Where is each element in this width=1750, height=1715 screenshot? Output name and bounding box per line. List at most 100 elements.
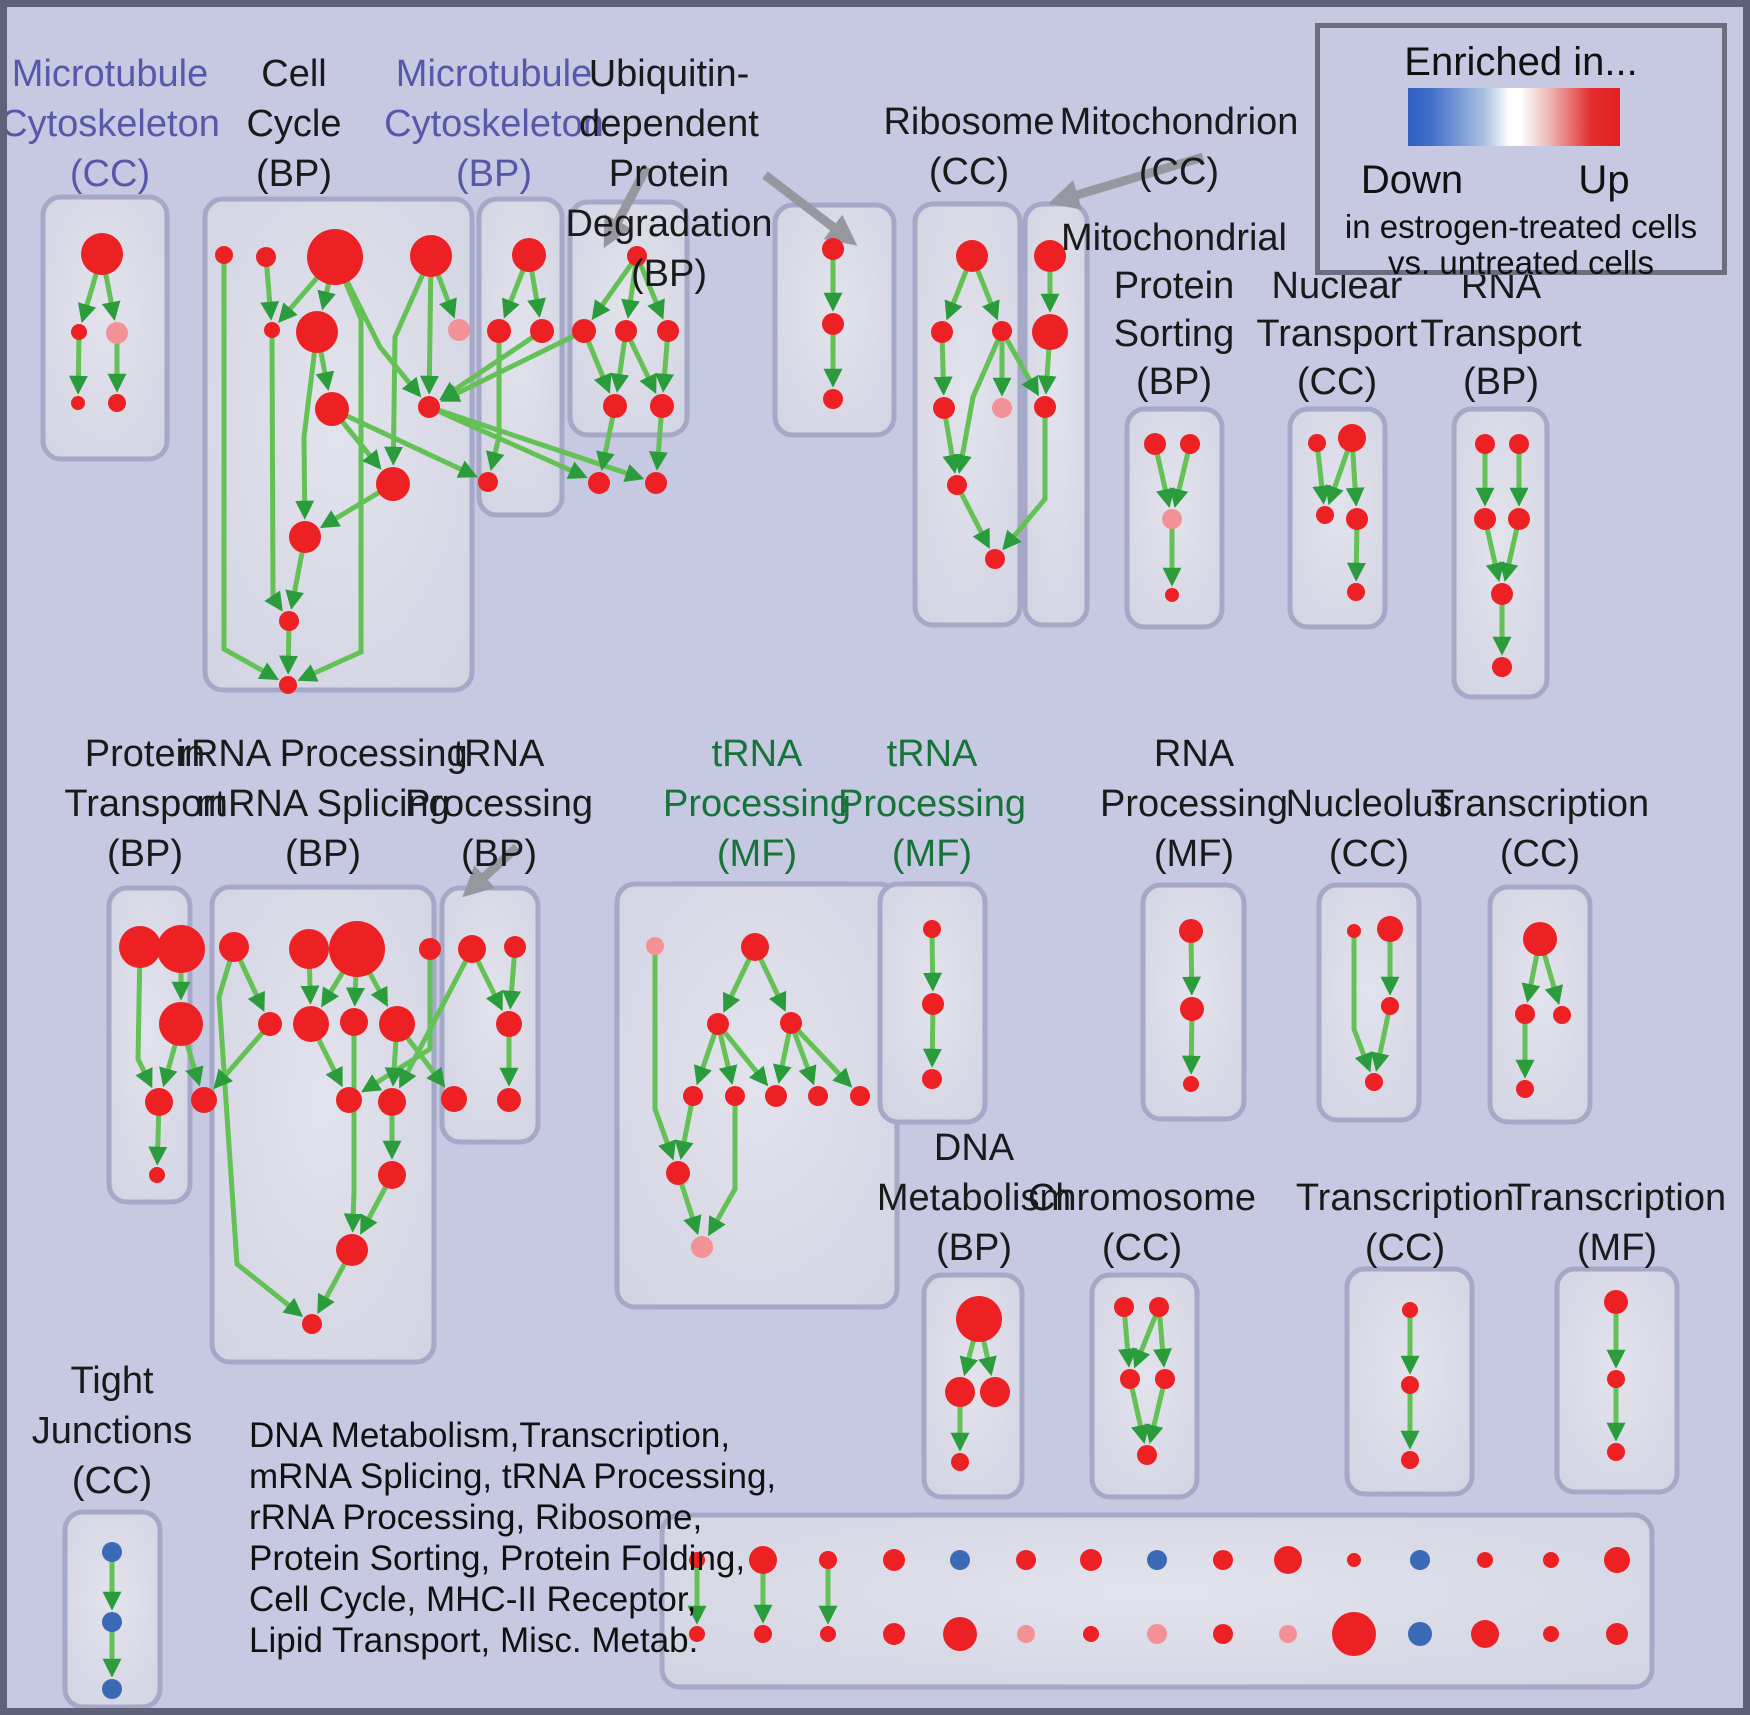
node-mp4[interactable] [1165, 588, 1179, 602]
node-tc4[interactable] [1516, 1080, 1534, 1098]
node-mcc1[interactable] [81, 233, 123, 275]
node-cc7[interactable] [448, 319, 470, 341]
node-cc5[interactable] [264, 322, 280, 338]
node-tm7[interactable] [765, 1085, 787, 1107]
node-mcc2[interactable] [71, 324, 87, 340]
node-tm8[interactable] [808, 1086, 828, 1106]
node-xm2[interactable] [1607, 1370, 1625, 1388]
node-rr8[interactable] [379, 1006, 415, 1042]
node-wt12[interactable] [1410, 1550, 1430, 1570]
node-wt10[interactable] [1274, 1546, 1302, 1574]
node-rp3[interactable] [1183, 1076, 1199, 1092]
node-wt15[interactable] [1604, 1547, 1630, 1573]
node-ch3[interactable] [1120, 1369, 1140, 1389]
node-cc4[interactable] [410, 235, 452, 277]
node-rp1[interactable] [1179, 919, 1203, 943]
node-rt1[interactable] [1475, 434, 1495, 454]
node-wt5[interactable] [950, 1550, 970, 1570]
node-rt5[interactable] [1491, 583, 1513, 605]
node-wb1[interactable] [689, 1626, 705, 1642]
node-vb1[interactable] [822, 238, 844, 260]
node-wt2[interactable] [749, 1546, 777, 1574]
node-tb5[interactable] [497, 1088, 521, 1112]
node-tb3[interactable] [496, 1011, 522, 1037]
node-rt4[interactable] [1508, 508, 1530, 530]
node-mp3[interactable] [1162, 509, 1182, 529]
node-ub2[interactable] [615, 320, 637, 342]
node-rb2[interactable] [931, 321, 953, 343]
node-nt1[interactable] [1308, 434, 1326, 452]
node-rb7[interactable] [985, 549, 1005, 569]
node-tm4[interactable] [780, 1012, 802, 1034]
node-wt9[interactable] [1213, 1550, 1233, 1570]
node-rb4[interactable] [933, 397, 955, 419]
node-xm1[interactable] [1604, 1290, 1628, 1314]
node-dm4[interactable] [951, 1453, 969, 1471]
node-mb3[interactable] [530, 319, 554, 343]
node-wb11[interactable] [1332, 1612, 1376, 1656]
node-wt14[interactable] [1543, 1552, 1559, 1568]
node-ch5[interactable] [1137, 1445, 1157, 1465]
node-wb2[interactable] [754, 1625, 772, 1643]
node-cc9[interactable] [418, 396, 440, 418]
node-tm5[interactable] [683, 1086, 703, 1106]
node-ub7[interactable] [645, 472, 667, 494]
node-dm1[interactable] [956, 1296, 1002, 1342]
node-ch4[interactable] [1155, 1369, 1175, 1389]
node-cc3[interactable] [307, 229, 363, 285]
node-wt13[interactable] [1477, 1552, 1493, 1568]
node-mb4[interactable] [478, 472, 498, 492]
node-dm3[interactable] [980, 1377, 1010, 1407]
node-nu3[interactable] [1381, 997, 1399, 1015]
node-nt2[interactable] [1338, 424, 1366, 452]
node-mcc5[interactable] [108, 394, 126, 412]
node-xc3[interactable] [1401, 1451, 1419, 1469]
node-ub0[interactable] [627, 246, 647, 266]
node-ts2[interactable] [922, 993, 944, 1015]
node-rr12[interactable] [378, 1161, 406, 1189]
node-tj2[interactable] [102, 1612, 122, 1632]
node-mt1[interactable] [1034, 240, 1066, 272]
node-rt3[interactable] [1474, 508, 1496, 530]
node-cc11[interactable] [289, 521, 321, 553]
node-pt3[interactable] [159, 1002, 203, 1046]
node-nt4[interactable] [1346, 508, 1368, 530]
node-pt4[interactable] [145, 1088, 173, 1116]
node-xm3[interactable] [1607, 1443, 1625, 1461]
node-nu1[interactable] [1347, 924, 1361, 938]
node-dm2[interactable] [945, 1377, 975, 1407]
node-tm10[interactable] [666, 1161, 690, 1185]
node-wb3[interactable] [820, 1626, 836, 1642]
node-rt6[interactable] [1492, 657, 1512, 677]
node-tm11[interactable] [691, 1236, 713, 1258]
node-nu4[interactable] [1365, 1073, 1383, 1091]
node-rb3[interactable] [992, 321, 1012, 341]
node-rr10[interactable] [336, 1087, 362, 1113]
node-wb10[interactable] [1279, 1625, 1297, 1643]
node-ch1[interactable] [1114, 1297, 1134, 1317]
node-ub1[interactable] [572, 319, 596, 343]
node-ub3[interactable] [657, 320, 679, 342]
node-tc3[interactable] [1553, 1006, 1571, 1024]
node-rr4[interactable] [419, 938, 441, 960]
node-pt1[interactable] [119, 926, 161, 968]
node-rr6[interactable] [293, 1006, 329, 1042]
node-tj3[interactable] [102, 1679, 122, 1699]
node-wt8[interactable] [1147, 1550, 1167, 1570]
node-tm2[interactable] [741, 933, 769, 961]
node-mcc4[interactable] [71, 396, 85, 410]
node-pt5[interactable] [149, 1167, 165, 1183]
node-rb5[interactable] [992, 398, 1012, 418]
node-tm1[interactable] [646, 937, 664, 955]
node-tc2[interactable] [1515, 1004, 1535, 1024]
node-mp1[interactable] [1144, 433, 1166, 455]
node-ts1[interactable] [923, 920, 941, 938]
node-vb3[interactable] [823, 389, 843, 409]
node-tb4[interactable] [441, 1086, 467, 1112]
node-nu2[interactable] [1377, 916, 1403, 942]
node-rr1[interactable] [219, 932, 249, 962]
node-rr3[interactable] [329, 921, 385, 977]
node-vb2[interactable] [822, 313, 844, 335]
node-ub4[interactable] [603, 394, 627, 418]
node-pt2[interactable] [157, 925, 205, 973]
